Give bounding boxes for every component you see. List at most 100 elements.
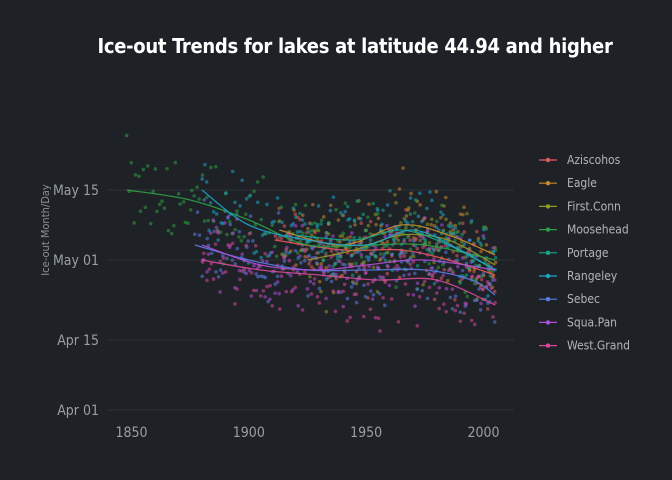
data-point xyxy=(124,133,129,138)
data-point xyxy=(458,319,463,324)
data-point xyxy=(220,271,225,275)
data-point xyxy=(416,214,421,219)
data-point xyxy=(169,231,174,236)
data-point xyxy=(462,205,466,210)
data-point xyxy=(348,315,352,320)
data-point xyxy=(362,260,367,264)
data-point xyxy=(432,297,437,302)
data-point xyxy=(420,235,425,240)
data-point xyxy=(383,258,388,263)
data-point xyxy=(216,238,220,242)
data-point xyxy=(293,202,298,207)
data-point xyxy=(366,282,370,286)
data-point xyxy=(336,218,341,222)
data-point xyxy=(228,243,232,248)
data-point xyxy=(265,202,269,207)
data-point xyxy=(211,277,216,281)
data-point xyxy=(359,252,363,257)
data-point xyxy=(493,260,498,265)
data-point xyxy=(491,315,495,319)
data-point xyxy=(311,202,315,207)
data-point xyxy=(228,219,232,224)
data-point xyxy=(485,307,490,311)
data-point xyxy=(374,222,378,227)
data-point xyxy=(492,320,497,324)
data-point xyxy=(319,218,324,223)
data-point xyxy=(453,298,457,302)
data-point xyxy=(427,285,432,290)
data-point xyxy=(206,252,211,256)
data-point xyxy=(155,209,159,214)
legend-label: Rangeley xyxy=(567,269,618,283)
data-point xyxy=(366,215,370,220)
data-point xyxy=(448,224,452,229)
data-point xyxy=(427,241,432,245)
data-point xyxy=(132,221,136,225)
data-point xyxy=(284,289,289,294)
data-point xyxy=(235,246,240,251)
data-point xyxy=(361,314,366,319)
data-point xyxy=(319,261,324,266)
data-point xyxy=(162,206,167,211)
data-point xyxy=(453,294,458,298)
y-tick-label: May 15 xyxy=(53,183,99,199)
data-point xyxy=(270,250,275,255)
data-point xyxy=(146,164,150,168)
data-point xyxy=(293,212,298,217)
data-point xyxy=(328,208,333,213)
data-point xyxy=(230,241,235,246)
data-point xyxy=(404,226,408,230)
data-point xyxy=(440,223,444,227)
data-point xyxy=(270,304,275,308)
x-tick-label: 1850 xyxy=(115,425,147,441)
data-point xyxy=(408,212,413,216)
data-point xyxy=(368,307,373,312)
data-point xyxy=(319,222,323,226)
data-point xyxy=(176,192,181,196)
data-point xyxy=(464,273,469,277)
data-point xyxy=(373,246,378,250)
data-point xyxy=(223,270,228,274)
data-point xyxy=(421,283,425,287)
data-point xyxy=(401,251,405,255)
data-point xyxy=(431,247,436,252)
data-point xyxy=(411,293,416,297)
data-point xyxy=(328,203,333,208)
data-point xyxy=(385,223,389,228)
data-point xyxy=(230,169,235,174)
data-point xyxy=(378,258,382,262)
data-point xyxy=(492,289,497,294)
data-point xyxy=(417,294,422,299)
data-point xyxy=(291,206,296,210)
x-tick-label: 1950 xyxy=(350,425,382,441)
data-point xyxy=(385,239,390,244)
data-point xyxy=(418,203,422,207)
data-point xyxy=(342,282,347,287)
data-point xyxy=(247,268,252,273)
data-point xyxy=(335,256,340,261)
data-point xyxy=(151,189,155,194)
data-point xyxy=(450,306,455,311)
data-point xyxy=(348,235,353,239)
data-point xyxy=(303,222,307,226)
data-point xyxy=(207,228,211,233)
data-point xyxy=(277,219,281,224)
data-point xyxy=(467,238,472,243)
data-point xyxy=(427,261,432,266)
data-point xyxy=(415,324,420,328)
data-point xyxy=(254,288,259,293)
data-point xyxy=(361,212,365,217)
data-point xyxy=(258,294,263,298)
data-point xyxy=(485,280,490,284)
data-point xyxy=(165,166,169,171)
data-point xyxy=(235,287,239,291)
data-point xyxy=(345,236,350,241)
legend-key-dot xyxy=(545,343,551,348)
data-point xyxy=(450,287,455,291)
data-point xyxy=(324,309,329,314)
data-point xyxy=(382,252,387,256)
data-point xyxy=(178,202,182,206)
data-point xyxy=(405,235,410,239)
trend-lines xyxy=(126,189,496,306)
data-point xyxy=(267,253,272,258)
